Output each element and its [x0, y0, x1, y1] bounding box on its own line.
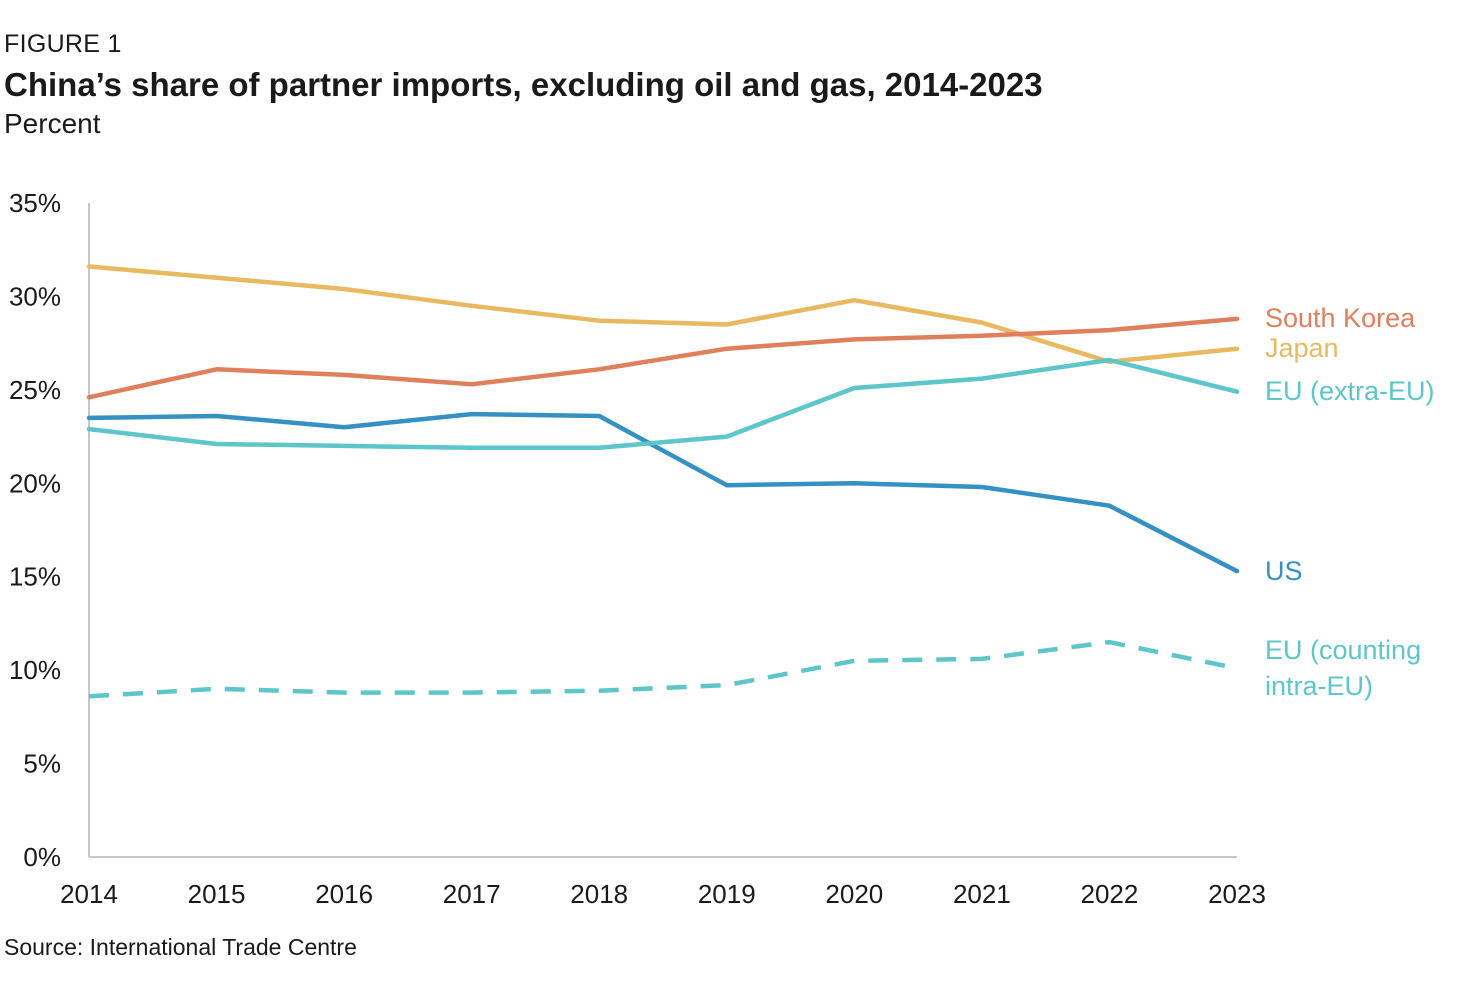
- series-label-south-korea: South Korea: [1265, 303, 1416, 333]
- y-tick-label: 25%: [9, 375, 61, 405]
- x-tick-label: 2019: [698, 879, 756, 909]
- series-line-south-korea: [86, 316, 1240, 400]
- series-label-eu-counting-intra-eu: EU (counting: [1265, 635, 1421, 665]
- y-tick-label: 20%: [9, 468, 61, 498]
- series-line-eu-counting-intra-eu: [88, 639, 1238, 699]
- x-tick-label: 2022: [1081, 879, 1139, 909]
- x-tick-label: 2023: [1208, 879, 1266, 909]
- series-label-eu-counting-intra-eu: intra-EU): [1265, 671, 1373, 701]
- x-tick-label: 2021: [953, 879, 1011, 909]
- x-tick-label: 2016: [315, 879, 373, 909]
- series-label-japan: Japan: [1265, 333, 1339, 363]
- series-lines: [86, 264, 1240, 699]
- x-tick-label: 2015: [188, 879, 246, 909]
- x-tick-label: 2017: [443, 879, 501, 909]
- chart-subtitle: Percent: [4, 108, 101, 139]
- series-label-us: US: [1265, 556, 1303, 586]
- y-tick-label: 0%: [23, 842, 61, 872]
- chart-source: Source: International Trade Centre: [4, 934, 357, 960]
- figure-label: FIGURE 1: [4, 30, 122, 58]
- series-line-japan: [86, 264, 1240, 365]
- series-line-eu-extra-eu: [86, 357, 1240, 451]
- x-tick-label: 2020: [825, 879, 883, 909]
- series-line-us: [86, 411, 1240, 574]
- x-tick-label: 2014: [60, 879, 118, 909]
- y-tick-label: 15%: [9, 562, 61, 592]
- chart-axes: 0% 5% 10% 15% 20% 25% 30% 35% 2014 2015 2016 2017 20…: [9, 188, 1266, 909]
- chart-title: China’s share of partner imports, exclud…: [4, 66, 1043, 103]
- series-label-eu-extra-eu: EU (extra-EU): [1265, 376, 1435, 406]
- x-tick-label: 2018: [570, 879, 628, 909]
- y-tick-label: 35%: [9, 188, 61, 218]
- y-tick-label: 5%: [23, 749, 61, 779]
- y-tick-label: 10%: [9, 655, 61, 685]
- y-tick-label: 30%: [9, 281, 61, 311]
